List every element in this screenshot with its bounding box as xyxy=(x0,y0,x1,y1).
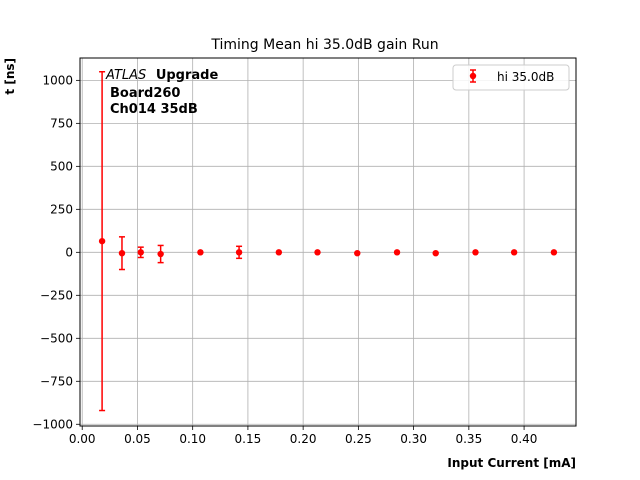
y-tick-label: 0 xyxy=(65,245,73,259)
y-tick-label: −250 xyxy=(40,288,73,302)
x-tick-label: 0.30 xyxy=(400,432,427,446)
data-point xyxy=(137,249,144,256)
x-tick-label: 0.05 xyxy=(124,432,151,446)
data-point xyxy=(157,250,164,258)
x-tick-label: 0.00 xyxy=(69,432,96,446)
y-tick-label: −1000 xyxy=(32,417,73,431)
experiment-label: ATLAS Upgrade xyxy=(105,68,218,83)
axis-ticks: 0.00 0.05 0.10 0.15 0.20 0.25 0.30 0.35 0.40 −100… xyxy=(32,73,537,446)
data-point xyxy=(510,249,518,256)
data-point xyxy=(275,249,283,256)
data-point xyxy=(393,249,401,256)
experiment-suffix: Upgrade xyxy=(156,68,219,83)
data-point xyxy=(550,249,558,256)
y-tick-label: −500 xyxy=(40,331,73,345)
x-tick-label: 0.35 xyxy=(455,432,482,446)
y-axis-label: t [ns] xyxy=(3,58,17,95)
y-tick-label: 1000 xyxy=(42,73,73,87)
experiment-name: ATLAS xyxy=(105,68,146,83)
y-tick-label: 250 xyxy=(50,202,73,216)
x-tick-label: 0.15 xyxy=(235,432,262,446)
data-point xyxy=(354,249,361,257)
x-axis-label: Input Current [mA] xyxy=(447,456,576,470)
y-tick-label: 750 xyxy=(50,116,73,130)
grid-lines xyxy=(80,58,576,426)
x-tick-label: 0.10 xyxy=(179,432,206,446)
x-tick-label: 0.20 xyxy=(290,432,317,446)
legend: hi 35.0dB xyxy=(452,64,570,91)
data-point xyxy=(472,249,479,256)
y-tick-label: −750 xyxy=(40,374,73,388)
x-tick-label: 0.25 xyxy=(345,432,372,446)
plot-frame xyxy=(79,57,577,427)
data-point xyxy=(197,249,204,256)
y-tick-label: 500 xyxy=(50,159,73,173)
data-point xyxy=(314,249,321,256)
data-points xyxy=(98,71,558,412)
data-point xyxy=(118,249,126,257)
legend-entry: hi 35.0dB xyxy=(497,70,554,84)
legend-marker xyxy=(469,72,477,80)
chart-title: Timing Mean hi 35.0dB gain Run xyxy=(210,37,438,53)
data-point xyxy=(235,249,243,256)
legend-box xyxy=(452,64,570,91)
data-point xyxy=(432,249,439,257)
channel-label: Ch014 35dB xyxy=(110,102,198,117)
data-point xyxy=(98,237,106,245)
board-label: Board260 xyxy=(110,86,180,101)
x-tick-label: 0.40 xyxy=(511,432,538,446)
